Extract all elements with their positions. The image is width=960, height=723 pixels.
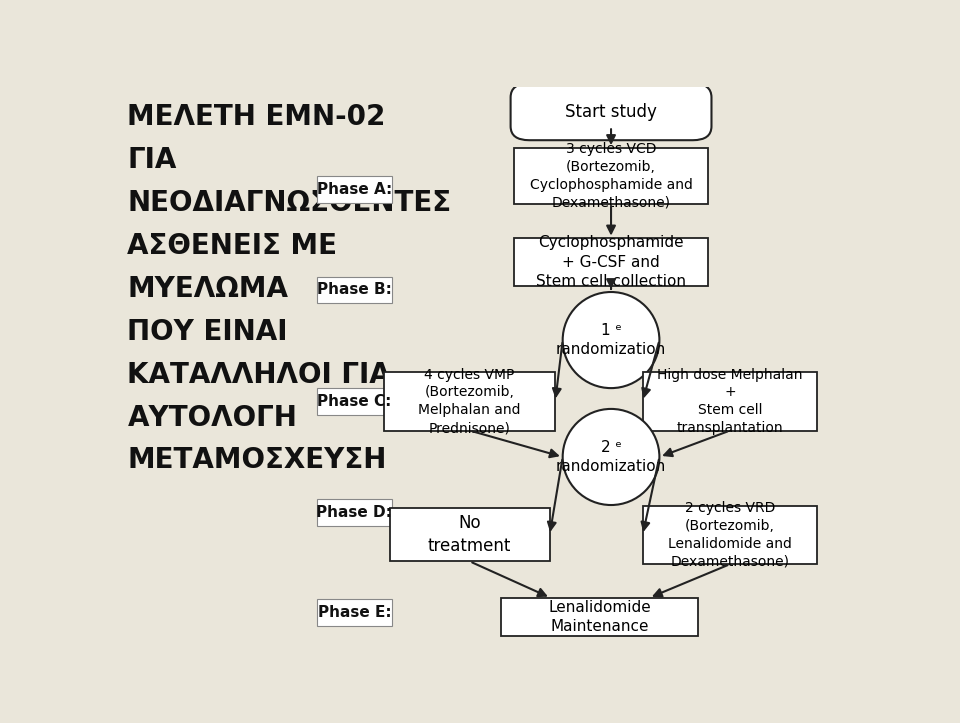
FancyBboxPatch shape <box>642 505 818 564</box>
FancyBboxPatch shape <box>317 388 392 415</box>
FancyBboxPatch shape <box>317 277 392 304</box>
Text: Phase C:: Phase C: <box>317 394 392 408</box>
Text: 3 cycles VCD
(Bortezomib,
Cyclophosphamide and
Dexamethasone): 3 cycles VCD (Bortezomib, Cyclophosphami… <box>530 142 692 210</box>
FancyBboxPatch shape <box>317 176 392 203</box>
Text: Phase E:: Phase E: <box>318 605 391 620</box>
FancyBboxPatch shape <box>515 239 708 286</box>
Text: Phase A:: Phase A: <box>317 182 392 197</box>
FancyBboxPatch shape <box>501 598 699 636</box>
Ellipse shape <box>563 409 660 505</box>
Text: No
treatment: No treatment <box>428 515 512 555</box>
Text: ΑΥΤΟΛΟΓΗ: ΑΥΤΟΛΟΓΗ <box>128 403 298 432</box>
FancyBboxPatch shape <box>642 372 818 430</box>
Text: ΚΑΤΑΛΛΗΛΟΙ ΓΙΑ: ΚΑΤΑΛΛΗΛΟΙ ΓΙΑ <box>128 361 391 389</box>
Text: 2 cycles VRD
(Bortezomib,
Lenalidomide and
Dexamethasone): 2 cycles VRD (Bortezomib, Lenalidomide a… <box>668 501 792 569</box>
FancyBboxPatch shape <box>390 508 550 561</box>
Ellipse shape <box>563 292 660 388</box>
Text: ΜΥΕΛΩΜΑ: ΜΥΕΛΩΜΑ <box>128 275 288 303</box>
FancyBboxPatch shape <box>511 83 711 140</box>
Text: ΜΕΛΕΤΗ ΕΜΝ-02: ΜΕΛΕΤΗ ΕΜΝ-02 <box>128 103 386 132</box>
Text: 1 ᵉ
randomization: 1 ᵉ randomization <box>556 323 666 357</box>
Text: ΜΕΤΑΜΟΣΧΕΥΣΗ: ΜΕΤΑΜΟΣΧΕΥΣΗ <box>128 446 387 474</box>
Text: High dose Melphalan
+
Stem cell
transplantation: High dose Melphalan + Stem cell transpla… <box>658 367 803 435</box>
Text: 4 cycles VMP
(Bortezomib,
Melphalan and
Prednisone): 4 cycles VMP (Bortezomib, Melphalan and … <box>419 367 521 435</box>
FancyBboxPatch shape <box>515 148 708 204</box>
FancyBboxPatch shape <box>317 500 392 526</box>
FancyBboxPatch shape <box>384 372 555 430</box>
Text: Cyclophosphamide
+ G-CSF and
Stem cell collection: Cyclophosphamide + G-CSF and Stem cell c… <box>536 236 686 288</box>
Text: Phase D:: Phase D: <box>317 505 393 520</box>
Text: Lenalidomide
Maintenance: Lenalidomide Maintenance <box>548 599 651 634</box>
Text: ΝΕΟΔΙΑΓΝΩΣΘΕΝΤΕΣ: ΝΕΟΔΙΑΓΝΩΣΘΕΝΤΕΣ <box>128 189 451 217</box>
Text: ΑΣΘΕΝΕΙΣ ΜΕ: ΑΣΘΕΝΕΙΣ ΜΕ <box>128 232 338 260</box>
Text: 2 ᵉ
randomization: 2 ᵉ randomization <box>556 440 666 474</box>
Text: ΠΟΥ ΕΙΝΑΙ: ΠΟΥ ΕΙΝΑΙ <box>128 318 288 346</box>
Text: ΓΙΑ: ΓΙΑ <box>128 146 177 174</box>
FancyBboxPatch shape <box>317 599 392 626</box>
Text: Phase B:: Phase B: <box>317 283 392 297</box>
Text: Start study: Start study <box>565 103 657 121</box>
